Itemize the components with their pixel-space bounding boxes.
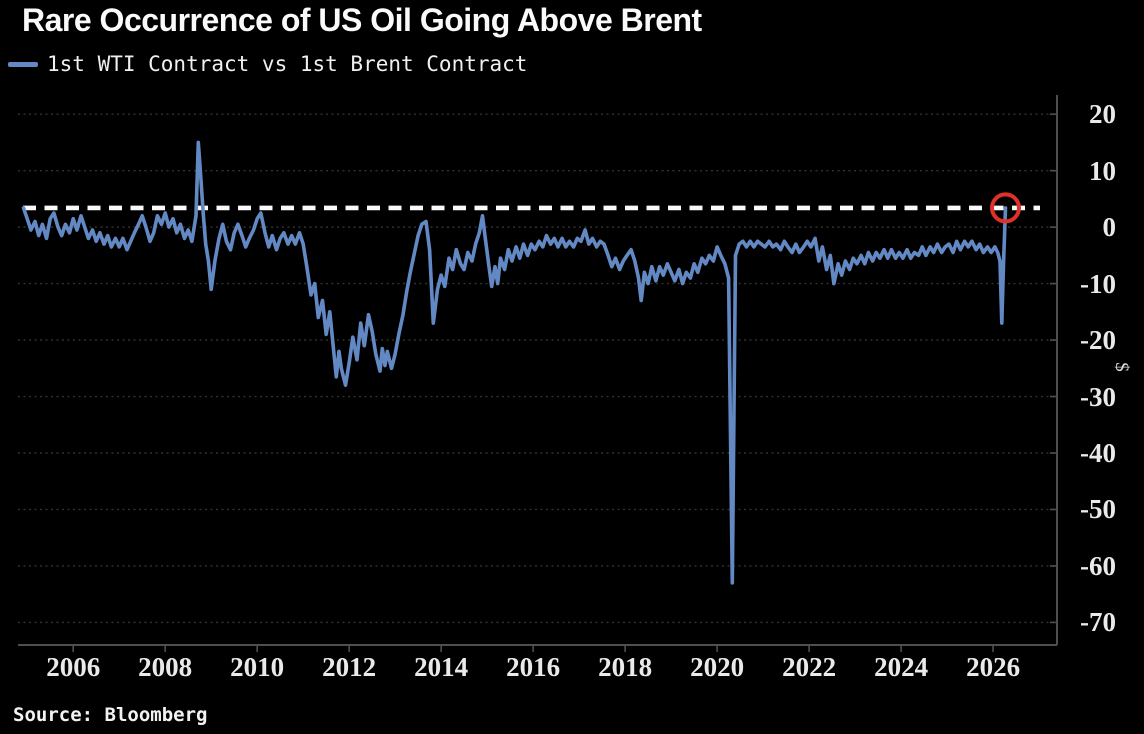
y-axis-tick-label: -70 (1080, 607, 1116, 638)
x-axis-tick-label: 2024 (874, 652, 929, 682)
source-caption: Source: Bloomberg (13, 704, 208, 726)
x-axis-tick-label: 2016 (506, 652, 561, 682)
chart-legend: 1st WTI Contract vs 1st Brent Contract (8, 50, 527, 78)
y-axis-tick-label: -40 (1080, 438, 1116, 468)
x-axis-tick-label: 2012 (322, 652, 377, 682)
x-axis-tick-label: 2014 (414, 652, 469, 682)
legend-series-label: 1st WTI Contract vs 1st Brent Contract (47, 52, 528, 76)
x-axis-tick-label: 2010 (230, 652, 285, 682)
y-axis-tick-label: -20 (1080, 325, 1116, 356)
y-axis-tick-label: -60 (1080, 550, 1116, 581)
y-axis-tick-label: -10 (1080, 268, 1116, 299)
latest-point-highlight-circle (989, 192, 1021, 224)
chart-title: Rare Occurrence of US Oil Going Above Br… (22, 2, 702, 38)
y-axis-tick-label: -50 (1080, 494, 1116, 525)
y-axis-tick-label: 20 (1089, 99, 1116, 130)
y-axis-tick-label: -30 (1080, 381, 1116, 412)
x-axis-tick-label: 2006 (46, 652, 101, 682)
legend-line-swatch (8, 61, 38, 67)
y-axis-tick-label: 0 (1102, 212, 1117, 243)
x-axis-tick-label: 2008 (138, 652, 193, 682)
x-axis-tick-label: 2020 (690, 652, 745, 682)
y-axis-tick-label: 10 (1089, 155, 1116, 186)
y-axis-unit-label: $ (1110, 362, 1132, 372)
x-axis-tick-label: 2026 (966, 652, 1021, 682)
x-axis-tick-label: 2018 (598, 652, 653, 682)
wti-brent-spread-line (21, 140, 1008, 585)
x-axis-tick-label: 2022 (782, 652, 837, 682)
